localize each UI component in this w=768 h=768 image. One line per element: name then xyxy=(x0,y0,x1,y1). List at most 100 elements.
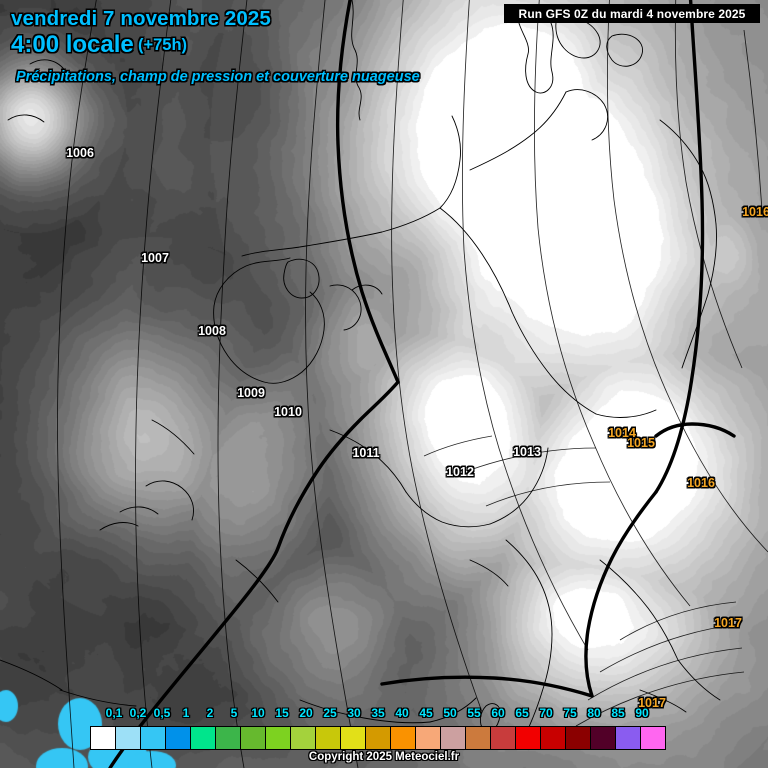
legend-tick: 25 xyxy=(323,706,337,720)
coastline-path xyxy=(555,18,601,59)
coastline-path xyxy=(439,207,513,313)
legend-tick: 0,2 xyxy=(129,706,147,720)
legend-tick: 75 xyxy=(563,706,577,720)
coastline-path xyxy=(299,699,431,724)
isobar-label: 1015 xyxy=(627,436,655,450)
legend-swatch xyxy=(265,727,290,749)
isobar-path xyxy=(575,671,745,727)
coastline-path xyxy=(329,284,362,331)
coastline-path xyxy=(213,305,303,384)
legend-swatch xyxy=(415,727,440,749)
legend-swatch xyxy=(515,727,540,749)
isobar-path xyxy=(533,0,691,607)
legend-tick: 60 xyxy=(491,706,505,720)
coastline-path xyxy=(677,659,721,701)
coastline-path xyxy=(681,223,717,369)
legend-swatch xyxy=(315,727,340,749)
coastline-path xyxy=(283,258,320,299)
legend-color-bar xyxy=(90,726,666,750)
legend-swatch xyxy=(565,727,590,749)
coastline-path xyxy=(301,291,325,373)
legend-swatch xyxy=(540,727,565,749)
isobar-path xyxy=(135,0,172,768)
coastline-path xyxy=(489,447,549,525)
isobar-label: 1012 xyxy=(446,465,474,479)
legend-tick: 65 xyxy=(515,706,529,720)
forecast-step: (+75h) xyxy=(138,36,188,54)
legend-tick: 2 xyxy=(206,706,214,720)
legend-tick: 0,1 xyxy=(105,706,123,720)
legend-tick: 15 xyxy=(275,706,289,720)
legend-swatch xyxy=(215,727,240,749)
legend-swatch xyxy=(590,727,615,749)
isobar-path xyxy=(57,0,97,768)
isobar-label: 1009 xyxy=(237,386,265,400)
legend-tick: 70 xyxy=(539,706,553,720)
coastline-path xyxy=(99,522,139,531)
legend-tick: 20 xyxy=(299,706,313,720)
coastline-path xyxy=(659,119,717,225)
legend-swatch xyxy=(440,727,465,749)
isobar-label: 1010 xyxy=(274,405,302,419)
precipitation-legend: 0,1 0,2 0,5 1 2 5 10 15 20 25 30 35 40 45 50 55 60 65 70 75… xyxy=(0,706,768,754)
isobar-path xyxy=(380,675,594,698)
legend-tick: 50 xyxy=(443,706,457,720)
coastline-path xyxy=(599,559,679,661)
isobar-label: 1017 xyxy=(714,616,742,630)
isobar-path xyxy=(469,447,597,471)
isobar-label: 1014 xyxy=(608,426,636,440)
legend-swatch xyxy=(340,727,365,749)
legend-swatch xyxy=(140,727,165,749)
coastline-path xyxy=(351,284,383,295)
coastline-path xyxy=(511,311,597,415)
legend-tick: 40 xyxy=(395,706,409,720)
map-subtitle: Précipitations, champ de pression et cou… xyxy=(16,69,420,85)
legend-tick: 1 xyxy=(182,706,190,720)
legend-tick: 55 xyxy=(467,706,481,720)
isobar-label: 1007 xyxy=(141,251,169,265)
coastline-path xyxy=(119,506,159,515)
coastline-path xyxy=(595,409,657,418)
isobar-path xyxy=(461,0,589,651)
coastline-path xyxy=(565,89,608,141)
legend-swatch xyxy=(165,727,190,749)
legend-tick: 85 xyxy=(611,706,625,720)
isobar-label: 1008 xyxy=(198,324,226,338)
coastline-path xyxy=(639,689,687,713)
coastline-path xyxy=(439,115,461,209)
coastline-path xyxy=(0,659,63,691)
legend-tick: 35 xyxy=(371,706,385,720)
coastline-path xyxy=(29,59,67,73)
isobar-path xyxy=(391,0,483,713)
isobar-path xyxy=(217,0,248,768)
legend-swatch xyxy=(365,727,390,749)
legend-swatch xyxy=(115,727,140,749)
legend-swatch xyxy=(640,727,665,749)
legend-swatch xyxy=(91,727,115,749)
legend-tick: 0,5 xyxy=(153,706,171,720)
coastline-path xyxy=(405,491,491,528)
coastline-path xyxy=(213,257,291,307)
legend-tick: 80 xyxy=(587,706,601,720)
isobar-path xyxy=(485,481,611,507)
coastline-path xyxy=(7,114,45,123)
legend-tick: 5 xyxy=(230,706,238,720)
legend-tick: 90 xyxy=(635,706,649,720)
coastline-path xyxy=(606,33,643,67)
isobar-path xyxy=(654,422,736,438)
isobar-path xyxy=(108,380,400,768)
isobar-path xyxy=(423,435,493,457)
legend-tick: 30 xyxy=(347,706,361,720)
legend-tick: 10 xyxy=(251,706,265,720)
coastline-path xyxy=(505,539,553,635)
coastline-path xyxy=(469,559,509,587)
legend-swatch xyxy=(490,727,515,749)
isobar-path xyxy=(335,0,400,384)
isobar-label: 1016 xyxy=(687,476,715,490)
coastline-path xyxy=(59,689,137,707)
coastline-path xyxy=(429,697,477,723)
isobar-path xyxy=(654,0,705,494)
coastline-path xyxy=(351,0,362,121)
